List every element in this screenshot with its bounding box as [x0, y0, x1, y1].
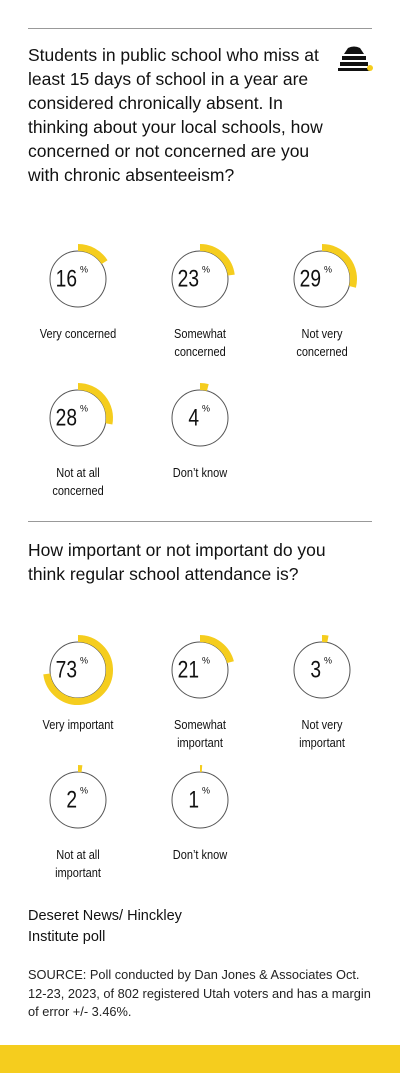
category-label: Don’t know — [172, 848, 228, 862]
value-unit: % — [80, 403, 88, 413]
category-label: Not very concerned — [296, 327, 348, 359]
question: Students in public school who miss at le… — [28, 45, 323, 185]
category-label: Not at all concerned — [52, 466, 104, 498]
logo — [338, 46, 373, 71]
donut: 29% — [293, 244, 357, 308]
donut: 2% — [49, 765, 107, 829]
donut-ring — [171, 389, 229, 447]
footer-bar — [0, 1045, 400, 1073]
category-label: Very important — [42, 718, 114, 732]
value-label: 29 — [300, 264, 321, 292]
donut-arc — [199, 383, 209, 391]
value-unit: % — [80, 785, 88, 795]
donut-arc — [321, 635, 329, 643]
donut: 3% — [293, 635, 351, 699]
value-unit: % — [202, 264, 210, 274]
donut-arc — [321, 244, 357, 288]
value-label: 1 — [188, 785, 199, 813]
value-label: 28 — [56, 403, 77, 431]
divider — [28, 28, 372, 29]
donut-arc — [77, 244, 108, 265]
value-unit: % — [80, 264, 88, 274]
value-label: 73 — [56, 655, 77, 683]
donut-ring — [49, 641, 107, 699]
donut-arc — [43, 635, 113, 705]
category-label: Somewhat concerned — [174, 327, 226, 359]
value-label: 16 — [56, 264, 77, 292]
donut: 1% — [171, 764, 229, 829]
donut-ring — [49, 771, 107, 829]
donut: 21% — [171, 635, 234, 699]
donut-ring — [171, 771, 229, 829]
value-label: 21 — [178, 655, 199, 683]
donut: 28% — [49, 383, 113, 447]
value-label: 4 — [188, 403, 199, 431]
source: SOURCE: Poll conducted by Dan Jones & As… — [28, 967, 371, 1019]
donut-arc — [199, 244, 235, 276]
value-unit: % — [324, 655, 332, 665]
value-unit: % — [80, 655, 88, 665]
category-label: Not very important — [299, 718, 345, 750]
donut: 23% — [171, 244, 235, 308]
category-label: Not at all important — [55, 848, 101, 880]
donut: 16% — [49, 244, 108, 308]
donut-ring — [49, 250, 107, 308]
category-label: Somewhat important — [174, 718, 226, 750]
donut: 73% — [43, 635, 113, 705]
value-label: 2 — [66, 785, 77, 813]
donut-ring — [293, 641, 351, 699]
question: How important or not important do you th… — [28, 540, 326, 584]
donut-arc — [77, 383, 113, 425]
category-label: Very concerned — [39, 327, 117, 341]
donut-arc — [199, 635, 234, 664]
divider — [28, 521, 372, 522]
credit: Deseret News/ Hinckley Institute poll — [28, 908, 182, 945]
value-unit: % — [202, 785, 210, 795]
donut: 4% — [171, 383, 229, 447]
value-unit: % — [324, 264, 332, 274]
value-label: 23 — [178, 264, 199, 292]
category-label: Don’t know — [172, 466, 228, 480]
value-unit: % — [202, 655, 210, 665]
value-label: 3 — [310, 655, 321, 683]
value-unit: % — [202, 403, 210, 413]
